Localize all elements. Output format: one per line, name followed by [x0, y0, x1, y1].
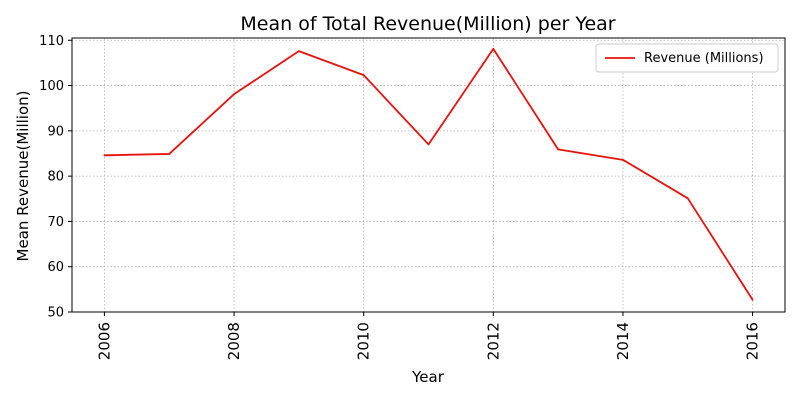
y-tick-label: 70	[47, 215, 64, 230]
x-tick-label: 2006	[95, 322, 113, 360]
data-point	[492, 47, 495, 50]
data-point	[622, 158, 624, 161]
data-point	[557, 148, 560, 151]
data-point	[233, 93, 235, 96]
series-layer	[103, 47, 754, 301]
series-line-0	[104, 47, 754, 301]
y-tick-label: 80	[47, 170, 64, 185]
y-tick-label: 50	[47, 306, 64, 321]
y-tick-label: 90	[47, 124, 64, 139]
legend-box	[595, 43, 779, 73]
data-point	[103, 154, 106, 157]
grid-lines	[72, 38, 785, 313]
x-tick-label: 2008	[225, 322, 243, 360]
y-tick-label: 100	[39, 79, 64, 94]
data-point	[686, 197, 689, 200]
y-tick-label: 110	[39, 34, 64, 49]
data-point	[362, 74, 365, 77]
plot-frame	[71, 37, 786, 313]
legend: Revenue (Millions)	[595, 43, 779, 73]
y-axis-label: Mean Revenue(Million)	[14, 91, 32, 262]
x-axis-label: Year	[411, 368, 445, 386]
y-axis-ticks: 50 60 70 80 90 100 110	[39, 34, 72, 321]
x-tick-label: 2012	[484, 322, 502, 360]
data-point	[427, 143, 430, 146]
x-tick-label: 2014	[614, 322, 632, 360]
chart-title: Mean of Total Revenue(Million) per Year	[240, 13, 615, 35]
legend-label-revenue: Revenue (Millions)	[644, 51, 764, 66]
x-tick-label: 2010	[355, 322, 373, 360]
data-point	[168, 153, 171, 155]
x-axis-ticks: 2006 2008 2010 2012 2014 2016	[95, 312, 762, 360]
y-tick-label: 60	[47, 260, 64, 275]
x-tick-label: 2016	[744, 322, 762, 360]
data-point	[751, 298, 754, 301]
data-point	[297, 50, 300, 53]
